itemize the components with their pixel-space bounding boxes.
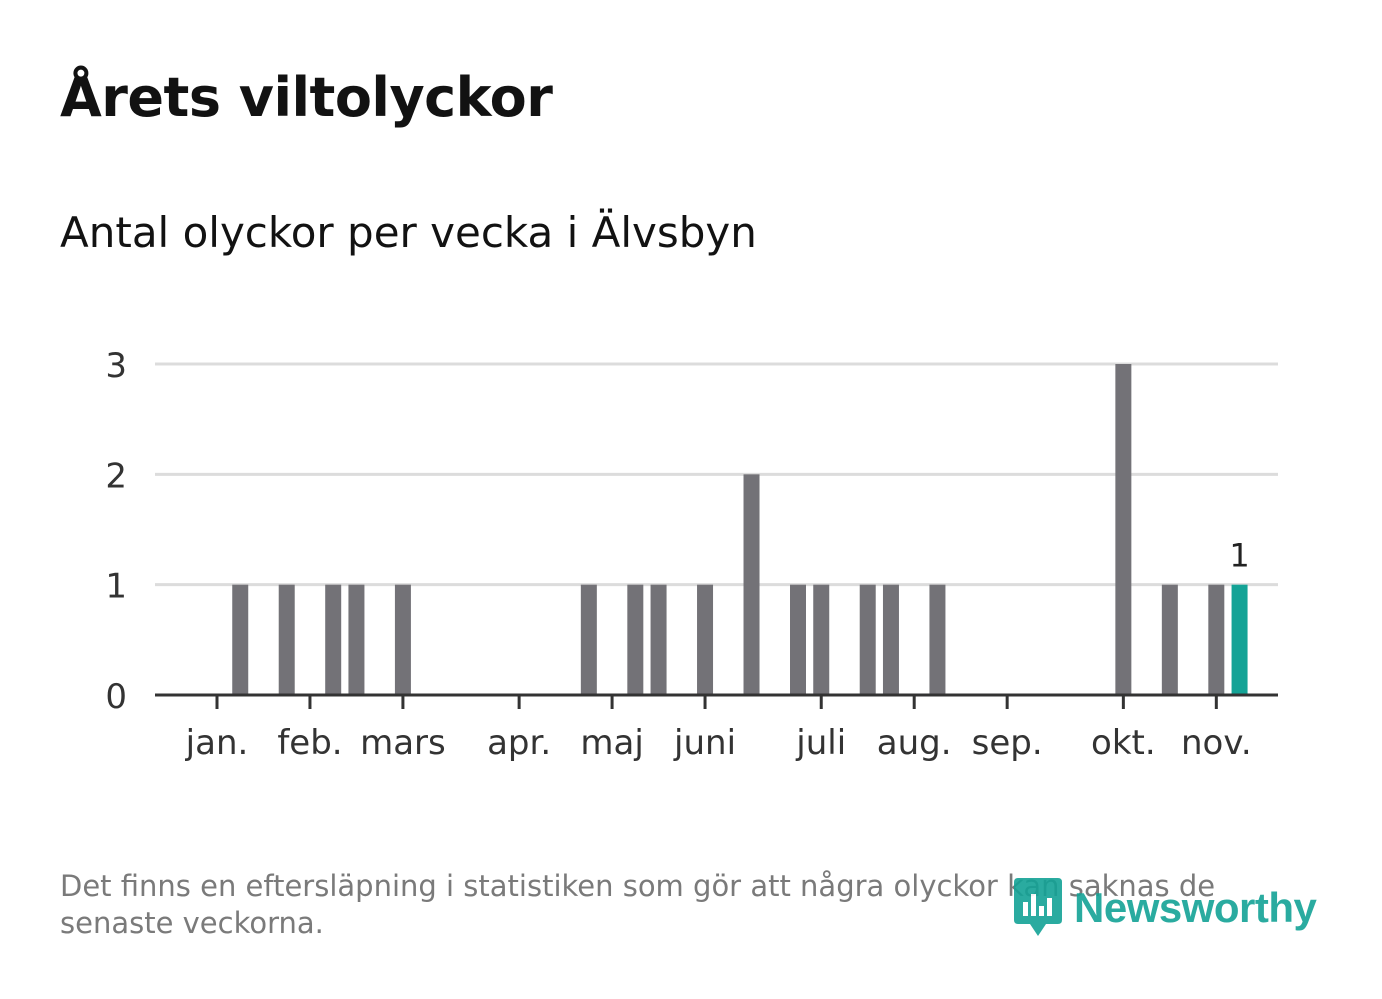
- bar: [1161, 584, 1178, 695]
- x-tick-label: maj: [580, 723, 643, 763]
- x-tick-label: feb.: [277, 723, 342, 763]
- bar: [580, 584, 597, 695]
- highlight-value-label: 1: [1229, 537, 1249, 575]
- x-tick-label: jan.: [185, 723, 249, 763]
- bar-chart: 0 1 2 3 1 jan. feb. mars apr. maj juni juli aug. sep.…: [105, 346, 1278, 763]
- x-tick-label: sep.: [972, 723, 1043, 763]
- bar: [278, 584, 295, 695]
- chart-title: Årets viltolyckor: [60, 66, 553, 129]
- bar: [394, 584, 411, 695]
- bar: [697, 584, 714, 695]
- bar: [232, 584, 249, 695]
- bar: [348, 584, 365, 695]
- x-tick-label: aug.: [877, 723, 952, 763]
- bar: [325, 584, 342, 695]
- bar: [882, 584, 899, 695]
- x-tick-label: apr.: [487, 723, 551, 763]
- x-tick-label: mars: [360, 723, 446, 763]
- bar: [790, 584, 806, 695]
- bar: [859, 584, 876, 695]
- x-tick-label: juli: [795, 723, 846, 763]
- bar: [743, 474, 760, 695]
- x-tick-label: nov.: [1181, 723, 1252, 763]
- newsworthy-logo-icon: [1014, 878, 1062, 936]
- y-tick-label: 0: [105, 677, 127, 717]
- brand-name: Newsworthy: [1074, 884, 1317, 931]
- y-tick-label: 2: [105, 456, 127, 496]
- x-tick-label: juni: [673, 723, 736, 763]
- y-tick-label: 1: [105, 567, 127, 607]
- newsworthy-logo: Newsworthy: [1012, 876, 1317, 940]
- bar: [813, 584, 830, 695]
- bar: [1115, 364, 1132, 695]
- highlight-bar: [1231, 584, 1248, 695]
- bar: [1208, 584, 1225, 695]
- y-tick-label: 3: [105, 346, 127, 386]
- bar: [627, 584, 644, 695]
- chart-subtitle: Antal olyckor per vecka i Älvsbyn: [60, 208, 757, 257]
- x-tick-label: okt.: [1091, 723, 1156, 763]
- bar: [929, 584, 946, 695]
- bar: [650, 584, 667, 695]
